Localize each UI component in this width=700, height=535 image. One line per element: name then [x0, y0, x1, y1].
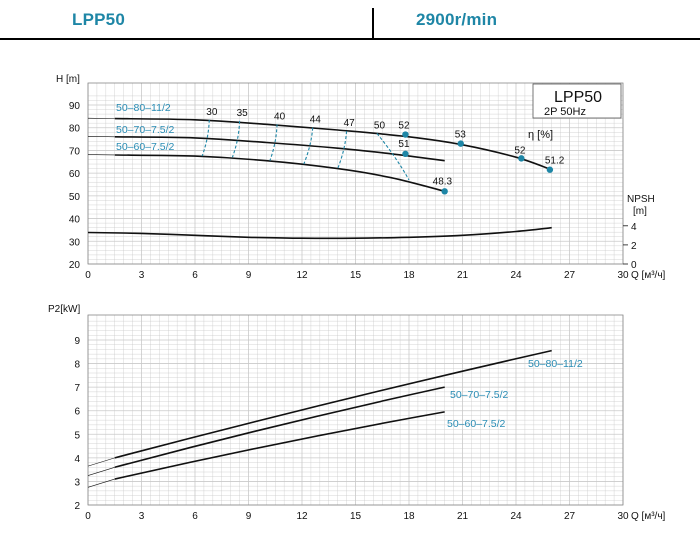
x-axis-label: Q [м³/ч] — [631, 511, 666, 522]
efficiency-isoline — [376, 133, 410, 181]
efficiency-point — [546, 166, 554, 173]
npsh-tick-label: 0 — [631, 260, 637, 271]
plot-frame — [87, 82, 624, 265]
efficiency-point-label: 52 — [514, 145, 526, 156]
power-series-label: 50–70–7.5/2 — [450, 389, 509, 401]
efficiency-point — [402, 131, 409, 138]
y-axis-label: P2[kW] — [48, 304, 80, 315]
efficiency-point-label: 48.3 — [433, 176, 453, 187]
efficiency-isoline-label: 35 — [237, 108, 249, 119]
x-tick-label: 3 — [139, 270, 145, 281]
y-tick-label: 3 — [74, 477, 80, 488]
y-tick-label: 90 — [69, 101, 81, 112]
efficiency-isoline-label: 44 — [310, 115, 322, 126]
npsh-tick-label: 2 — [631, 241, 637, 252]
y-tick-label: 9 — [74, 336, 80, 347]
x-tick-label: 6 — [192, 511, 198, 522]
header-bar: LPP50 2900r/min — [0, 0, 700, 40]
efficiency-isoline-label: 30 — [206, 107, 218, 118]
x-tick-label: 0 — [85, 270, 91, 281]
model-cell: LPP50 — [0, 8, 372, 40]
speed-cell: 2900r/min — [374, 8, 700, 40]
x-tick-label: 18 — [403, 270, 415, 281]
efficiency-axis-label: η [%] — [528, 129, 553, 141]
power-series-label: 50–60–7.5/2 — [447, 418, 506, 430]
power-curve — [114, 411, 445, 480]
x-tick-label: 24 — [510, 511, 522, 522]
npsh-tick-label: 4 — [631, 222, 637, 233]
model-title: LPP50 — [72, 10, 125, 29]
power-curve-stub — [87, 457, 115, 467]
npsh-axis-label: NPSH — [627, 194, 655, 205]
legend-box — [532, 83, 622, 119]
x-tick-label: 30 — [617, 270, 629, 281]
efficiency-point-label: 51.2 — [545, 156, 565, 167]
y-tick-label: 4 — [74, 454, 80, 465]
y-tick-label: 8 — [74, 360, 80, 371]
y-tick-label: 70 — [69, 146, 81, 157]
power-series-label: 50–80–11/2 — [528, 358, 583, 370]
x-tick-label: 6 — [192, 270, 198, 281]
efficiency-point — [457, 140, 464, 147]
legend-title: LPP50 — [554, 89, 602, 106]
efficiency-isoline-label: 47 — [344, 118, 356, 129]
header-divider — [372, 8, 374, 40]
power-curve — [114, 349, 552, 459]
efficiency-point — [441, 188, 448, 195]
y-tick-label: 30 — [69, 237, 81, 248]
y-tick-label: 7 — [74, 383, 80, 394]
x-axis-label: Q [м³/ч] — [631, 270, 666, 281]
npsh-axis-unit: [m] — [633, 206, 647, 217]
y-tick-label: 20 — [69, 260, 81, 271]
efficiency-point-label: 52 — [398, 121, 410, 132]
power-curve-stub — [87, 478, 115, 488]
y-tick-label: 50 — [69, 192, 81, 203]
y-tick-label: 2 — [74, 501, 80, 512]
head-series-label: 50–60–7.5/2 — [116, 141, 175, 153]
power-curve-stub — [87, 466, 115, 476]
y-tick-label: 60 — [69, 169, 81, 180]
efficiency-isoline-label: 40 — [274, 111, 286, 122]
y-tick-label: 80 — [69, 124, 81, 135]
efficiency-point-label: 53 — [455, 130, 467, 141]
x-tick-label: 27 — [564, 511, 576, 522]
efficiency-point-label: 51 — [398, 139, 410, 150]
power-curve — [114, 386, 445, 469]
head-curve — [114, 154, 445, 193]
x-tick-label: 12 — [296, 270, 308, 281]
head-series-label: 50–80–11/2 — [116, 102, 171, 114]
x-tick-label: 12 — [296, 511, 308, 522]
y-tick-label: 40 — [69, 215, 81, 226]
x-tick-label: 3 — [139, 511, 145, 522]
efficiency-isoline-label: 50 — [374, 120, 386, 131]
efficiency-point — [518, 155, 525, 162]
y-axis-label: H [m] — [56, 74, 80, 85]
efficiency-isoline — [231, 120, 241, 158]
y-tick-label: 5 — [74, 430, 80, 441]
x-tick-label: 24 — [510, 270, 522, 281]
x-tick-label: 18 — [403, 511, 415, 522]
efficiency-isoline — [337, 131, 348, 169]
efficiency-point — [402, 150, 409, 158]
speed-title: 2900r/min — [416, 10, 498, 29]
y-tick-label: 6 — [74, 407, 80, 418]
x-tick-label: 15 — [350, 270, 362, 281]
x-tick-label: 21 — [457, 511, 469, 522]
x-tick-label: 9 — [246, 511, 252, 522]
x-tick-label: 27 — [564, 270, 576, 281]
x-tick-label: 9 — [246, 270, 252, 281]
head-series-label: 50–70–7.5/2 — [116, 124, 175, 136]
x-tick-label: 0 — [85, 511, 91, 522]
npsh-curve — [87, 226, 552, 240]
plot-frame — [87, 314, 624, 506]
legend-subtitle: 2P 50Hz — [544, 106, 586, 118]
x-tick-label: 30 — [617, 511, 629, 522]
x-tick-label: 15 — [350, 511, 362, 522]
head-curve — [114, 117, 552, 171]
x-tick-label: 21 — [457, 270, 469, 281]
